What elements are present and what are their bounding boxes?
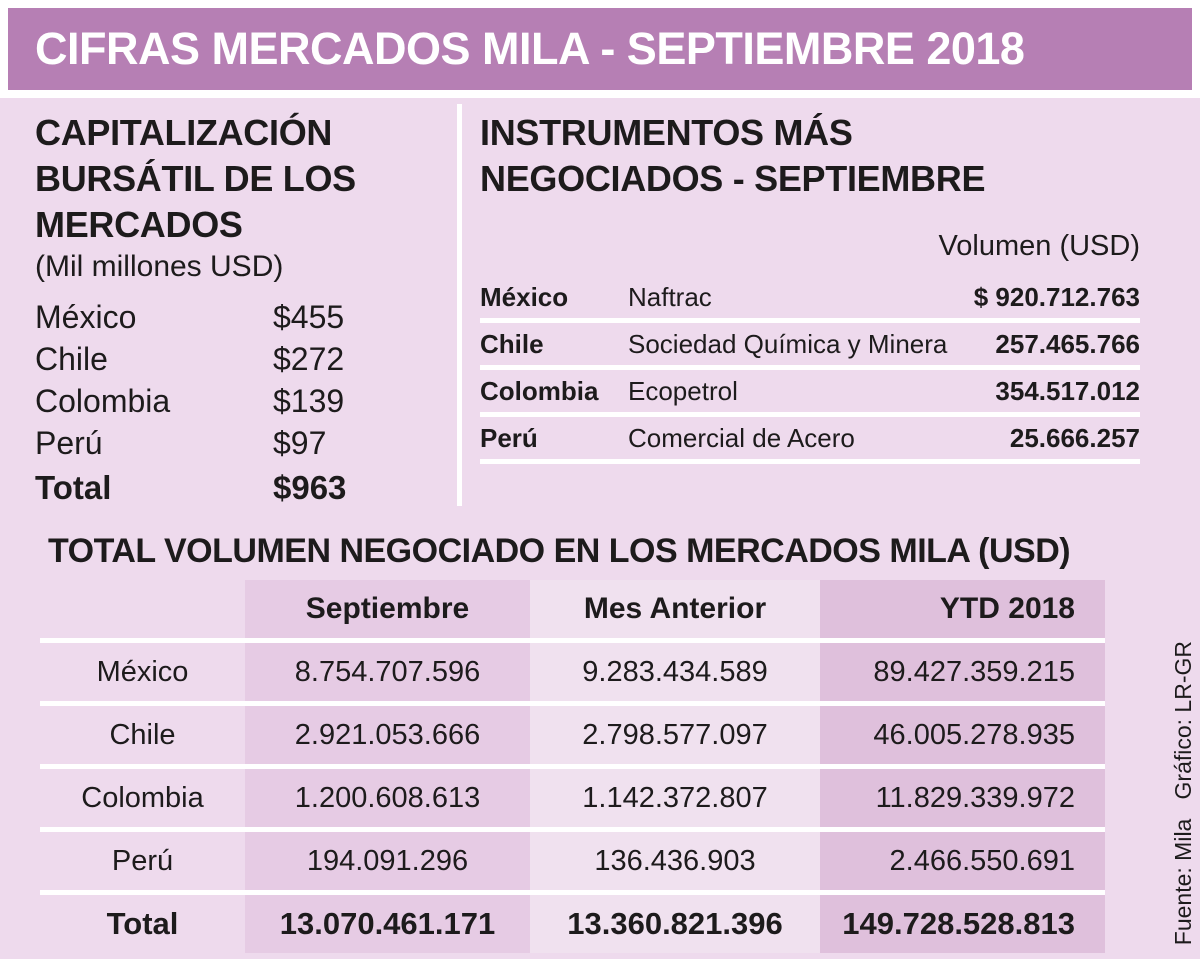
capitalization-list: México $455 Chile $272 Colombia $139 Per… [35,296,427,509]
cell-mes-anterior-total: 13.360.821.396 [530,895,820,953]
column-header-septiembre: Septiembre [245,580,530,638]
country-label: Perú [480,422,538,453]
country-label: México [35,299,137,335]
list-item: Chile $272 [35,338,427,380]
table-row: Chile Sociedad Química y Minera 257.465.… [480,323,1140,370]
source-credit: Fuente: Mila Gráfico: LR-GR [1170,640,1196,945]
country-label: México [480,281,569,312]
header-bar: CIFRAS MERCADOS MILA - SEPTIEMBRE 2018 [8,8,1192,90]
row-label: México [40,643,245,701]
row-label: Colombia [40,769,245,827]
country-label: Colombia [480,375,599,406]
instrument-name: Comercial de Acero [628,422,855,453]
capitalization-title-line: BURSÁTIL DE LOS [35,158,356,199]
country-value: $272 [273,341,345,377]
row-label: Perú [40,832,245,890]
country-value: $139 [273,383,345,419]
instrument-volume: $ 920.712.763 [973,281,1140,312]
row-label-total: Total [40,895,245,953]
table-row: México Naftrac $ 920.712.763 [480,276,1140,323]
country-value: $97 [273,425,327,461]
list-item-total: Total $963 [35,467,427,509]
cell-septiembre: 1.200.608.613 [245,769,530,827]
cell-ytd: 89.427.359.215 [820,643,1105,701]
cell-mes-anterior: 2.798.577.097 [530,706,820,764]
cell-mes-anterior: 1.142.372.807 [530,769,820,827]
total-label: Total [35,469,112,506]
country-label: Colombia [35,383,171,419]
cell-ytd: 46.005.278.935 [820,706,1105,764]
table-row: Perú Comercial de Acero 25.666.257 [480,417,1140,464]
cell-septiembre: 8.754.707.596 [245,643,530,701]
cell-septiembre: 194.091.296 [245,832,530,890]
cell-septiembre-total: 13.070.461.171 [245,895,530,953]
capitalization-title-line: MERCADOS [35,204,243,245]
list-item: Perú $97 [35,422,427,464]
instrument-volume: 257.465.766 [995,328,1140,359]
instruments-title-line: INSTRUMENTOS MÁS [480,112,853,153]
list-item: México $455 [35,296,427,338]
cell-ytd: 2.466.550.691 [820,832,1105,890]
instrument-name: Sociedad Química y Minera [628,328,948,359]
instruments-title-line: NEGOCIADOS - SEPTIEMBRE [480,158,986,199]
cell-septiembre: 2.921.053.666 [245,706,530,764]
cell-ytd: 11.829.339.972 [820,769,1105,827]
volume-table: Septiembre Mes Anterior YTD 2018 México … [40,580,1105,953]
country-value: $455 [273,299,345,335]
table-row: Colombia Ecopetrol 354.517.012 [480,370,1140,417]
cell-ytd-total: 149.728.528.813 [820,895,1105,953]
instrument-name: Naftrac [628,281,712,312]
total-value: $963 [273,469,347,506]
capitalization-title-line: CAPITALIZACIÓN [35,112,333,153]
country-label: Perú [35,425,103,461]
capitalization-title: CAPITALIZACIÓN BURSÁTIL DE LOS MERCADOS [35,110,356,248]
instrument-name: Ecopetrol [628,375,738,406]
cell-mes-anterior: 136.436.903 [530,832,820,890]
volume-table-corner [40,580,245,638]
instruments-title: INSTRUMENTOS MÁS NEGOCIADOS - SEPTIEMBRE [480,110,985,202]
instrument-volume: 25.666.257 [1009,422,1140,453]
column-header-ytd-2018: YTD 2018 [820,580,1105,638]
page-title: CIFRAS MERCADOS MILA - SEPTIEMBRE 2018 [35,23,1025,74]
country-label: Chile [35,341,108,377]
cell-mes-anterior: 9.283.434.589 [530,643,820,701]
capitalization-unit-label: (Mil millones USD) [35,250,284,283]
row-label: Chile [40,706,245,764]
instrument-volume: 354.517.012 [995,375,1140,406]
content-area: CAPITALIZACIÓN BURSÁTIL DE LOS MERCADOS … [0,98,1200,959]
list-item: Colombia $139 [35,380,427,422]
country-label: Chile [480,328,544,359]
instruments-table: México Naftrac $ 920.712.763 Chile Socie… [480,276,1140,464]
column-header-mes-anterior: Mes Anterior [530,580,820,638]
volume-section-title: TOTAL VOLUMEN NEGOCIADO EN LOS MERCADOS … [48,532,1071,570]
vertical-divider [457,104,462,506]
volume-column-header: Volumen (USD) [938,230,1140,262]
